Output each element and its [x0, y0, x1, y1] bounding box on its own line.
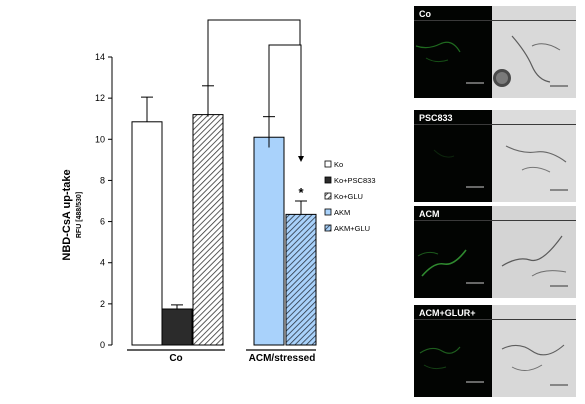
panel-label: ACM+GLUR+: [419, 308, 476, 318]
legend-label: Ko+GLU: [334, 192, 363, 201]
legend-label: Ko+PSC833: [334, 176, 376, 185]
brightfield-image: [492, 110, 576, 202]
legend-swatch: [324, 160, 332, 168]
legend-swatch: [324, 176, 332, 184]
y-axis: 0 2 4 6 8 10 12 14: [95, 52, 316, 351]
legend-label: Ko: [334, 160, 343, 169]
y-tick-label: 0: [100, 340, 105, 350]
legend-swatch: [324, 208, 332, 216]
y-tick-label: 4: [100, 258, 105, 268]
comparison-bracket: [268, 44, 302, 158]
bar: [161, 308, 193, 346]
group-label-co: Co: [169, 353, 182, 364]
legend-swatch: [324, 192, 332, 200]
panel-divider: [414, 20, 576, 21]
fluorescence-image: [414, 305, 491, 397]
micro-panel-psc833: PSC833: [414, 110, 576, 202]
bar-chart: 0 2 4 6 8 10 12 14 * Ko Ko+PSC833 Ko+GLU AKM AKM+GL…: [61, 19, 376, 364]
brightfield-image: [492, 6, 576, 98]
fluorescence-image: [414, 206, 491, 298]
y-tick-label: 6: [100, 217, 105, 227]
panel-label: Co: [419, 9, 431, 19]
legend-label: AKM+GLU: [334, 224, 370, 233]
panel-label: PSC833: [419, 113, 453, 123]
annotation-layer: *: [207, 19, 304, 200]
y-tick-label: 12: [95, 93, 105, 103]
brightfield-image: [492, 206, 576, 298]
y-axis-label: NBD-CsA up-take: [61, 169, 73, 260]
y-axis-sublabel: RFU [488/530]: [76, 192, 83, 238]
y-tick-label: 8: [100, 175, 105, 185]
comparison-bracket: [207, 19, 301, 117]
panel-divider: [414, 319, 576, 320]
fluorescence-image: [414, 6, 491, 98]
y-tick-label: 2: [100, 299, 105, 309]
micro-panel-co: Co: [414, 6, 576, 98]
legend: Ko Ko+PSC833 Ko+GLU AKM AKM+GLU: [324, 160, 376, 233]
panel-divider: [414, 220, 576, 221]
bar: [285, 213, 317, 346]
legend-swatch: [324, 224, 332, 232]
panel-label: ACM: [419, 209, 440, 219]
brightfield-image: [492, 305, 576, 397]
y-tick-label: 10: [95, 134, 105, 144]
significance-marker: *: [298, 185, 304, 200]
bar: [253, 136, 285, 346]
group-label-acm-stressed: ACM/stressed: [249, 353, 316, 364]
bars-layer: [131, 114, 317, 346]
micro-panel-acm-glur: ACM+GLUR+: [414, 305, 576, 397]
arrowhead-icon: [298, 156, 304, 162]
legend-label: AKM: [334, 208, 350, 217]
panel-divider: [414, 124, 576, 125]
y-tick-label: 14: [95, 52, 105, 62]
micro-panel-acm: ACM: [414, 206, 576, 298]
bar: [192, 114, 224, 346]
fluorescence-image: [414, 110, 491, 202]
bar: [131, 121, 163, 346]
